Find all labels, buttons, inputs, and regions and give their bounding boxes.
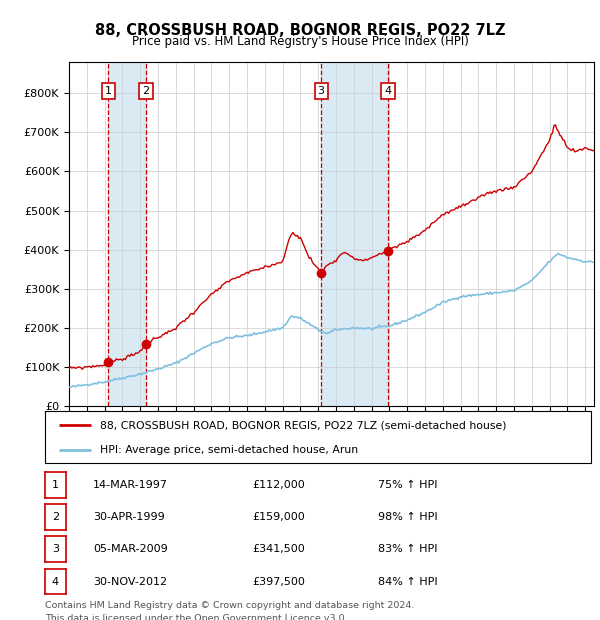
Text: 3: 3: [317, 86, 325, 96]
Text: HPI: Average price, semi-detached house, Arun: HPI: Average price, semi-detached house,…: [100, 445, 358, 454]
Text: 2: 2: [52, 512, 59, 522]
Text: 1: 1: [52, 480, 59, 490]
Bar: [321, 62, 388, 406]
Text: Price paid vs. HM Land Registry's House Price Index (HPI): Price paid vs. HM Land Registry's House …: [131, 35, 469, 48]
Text: 30-NOV-2012: 30-NOV-2012: [93, 577, 167, 587]
Text: 14-MAR-1997: 14-MAR-1997: [93, 480, 168, 490]
Text: 4: 4: [385, 86, 391, 96]
Text: 05-MAR-2009: 05-MAR-2009: [93, 544, 168, 554]
Bar: [108, 62, 146, 406]
Text: £159,000: £159,000: [252, 512, 305, 522]
Text: £112,000: £112,000: [252, 480, 305, 490]
Text: 98% ↑ HPI: 98% ↑ HPI: [378, 512, 437, 522]
Text: 3: 3: [52, 544, 59, 554]
Text: 83% ↑ HPI: 83% ↑ HPI: [378, 544, 437, 554]
Text: 88, CROSSBUSH ROAD, BOGNOR REGIS, PO22 7LZ: 88, CROSSBUSH ROAD, BOGNOR REGIS, PO22 7…: [95, 23, 505, 38]
Text: Contains HM Land Registry data © Crown copyright and database right 2024.: Contains HM Land Registry data © Crown c…: [45, 601, 415, 610]
Text: 1: 1: [104, 86, 112, 96]
Text: £341,500: £341,500: [252, 544, 305, 554]
Text: 75% ↑ HPI: 75% ↑ HPI: [378, 480, 437, 490]
Text: 2: 2: [142, 86, 149, 96]
Text: 84% ↑ HPI: 84% ↑ HPI: [378, 577, 437, 587]
Text: This data is licensed under the Open Government Licence v3.0.: This data is licensed under the Open Gov…: [45, 614, 347, 620]
Text: 4: 4: [52, 577, 59, 587]
Text: 30-APR-1999: 30-APR-1999: [93, 512, 165, 522]
Text: £397,500: £397,500: [252, 577, 305, 587]
Text: 88, CROSSBUSH ROAD, BOGNOR REGIS, PO22 7LZ (semi-detached house): 88, CROSSBUSH ROAD, BOGNOR REGIS, PO22 7…: [100, 420, 506, 430]
